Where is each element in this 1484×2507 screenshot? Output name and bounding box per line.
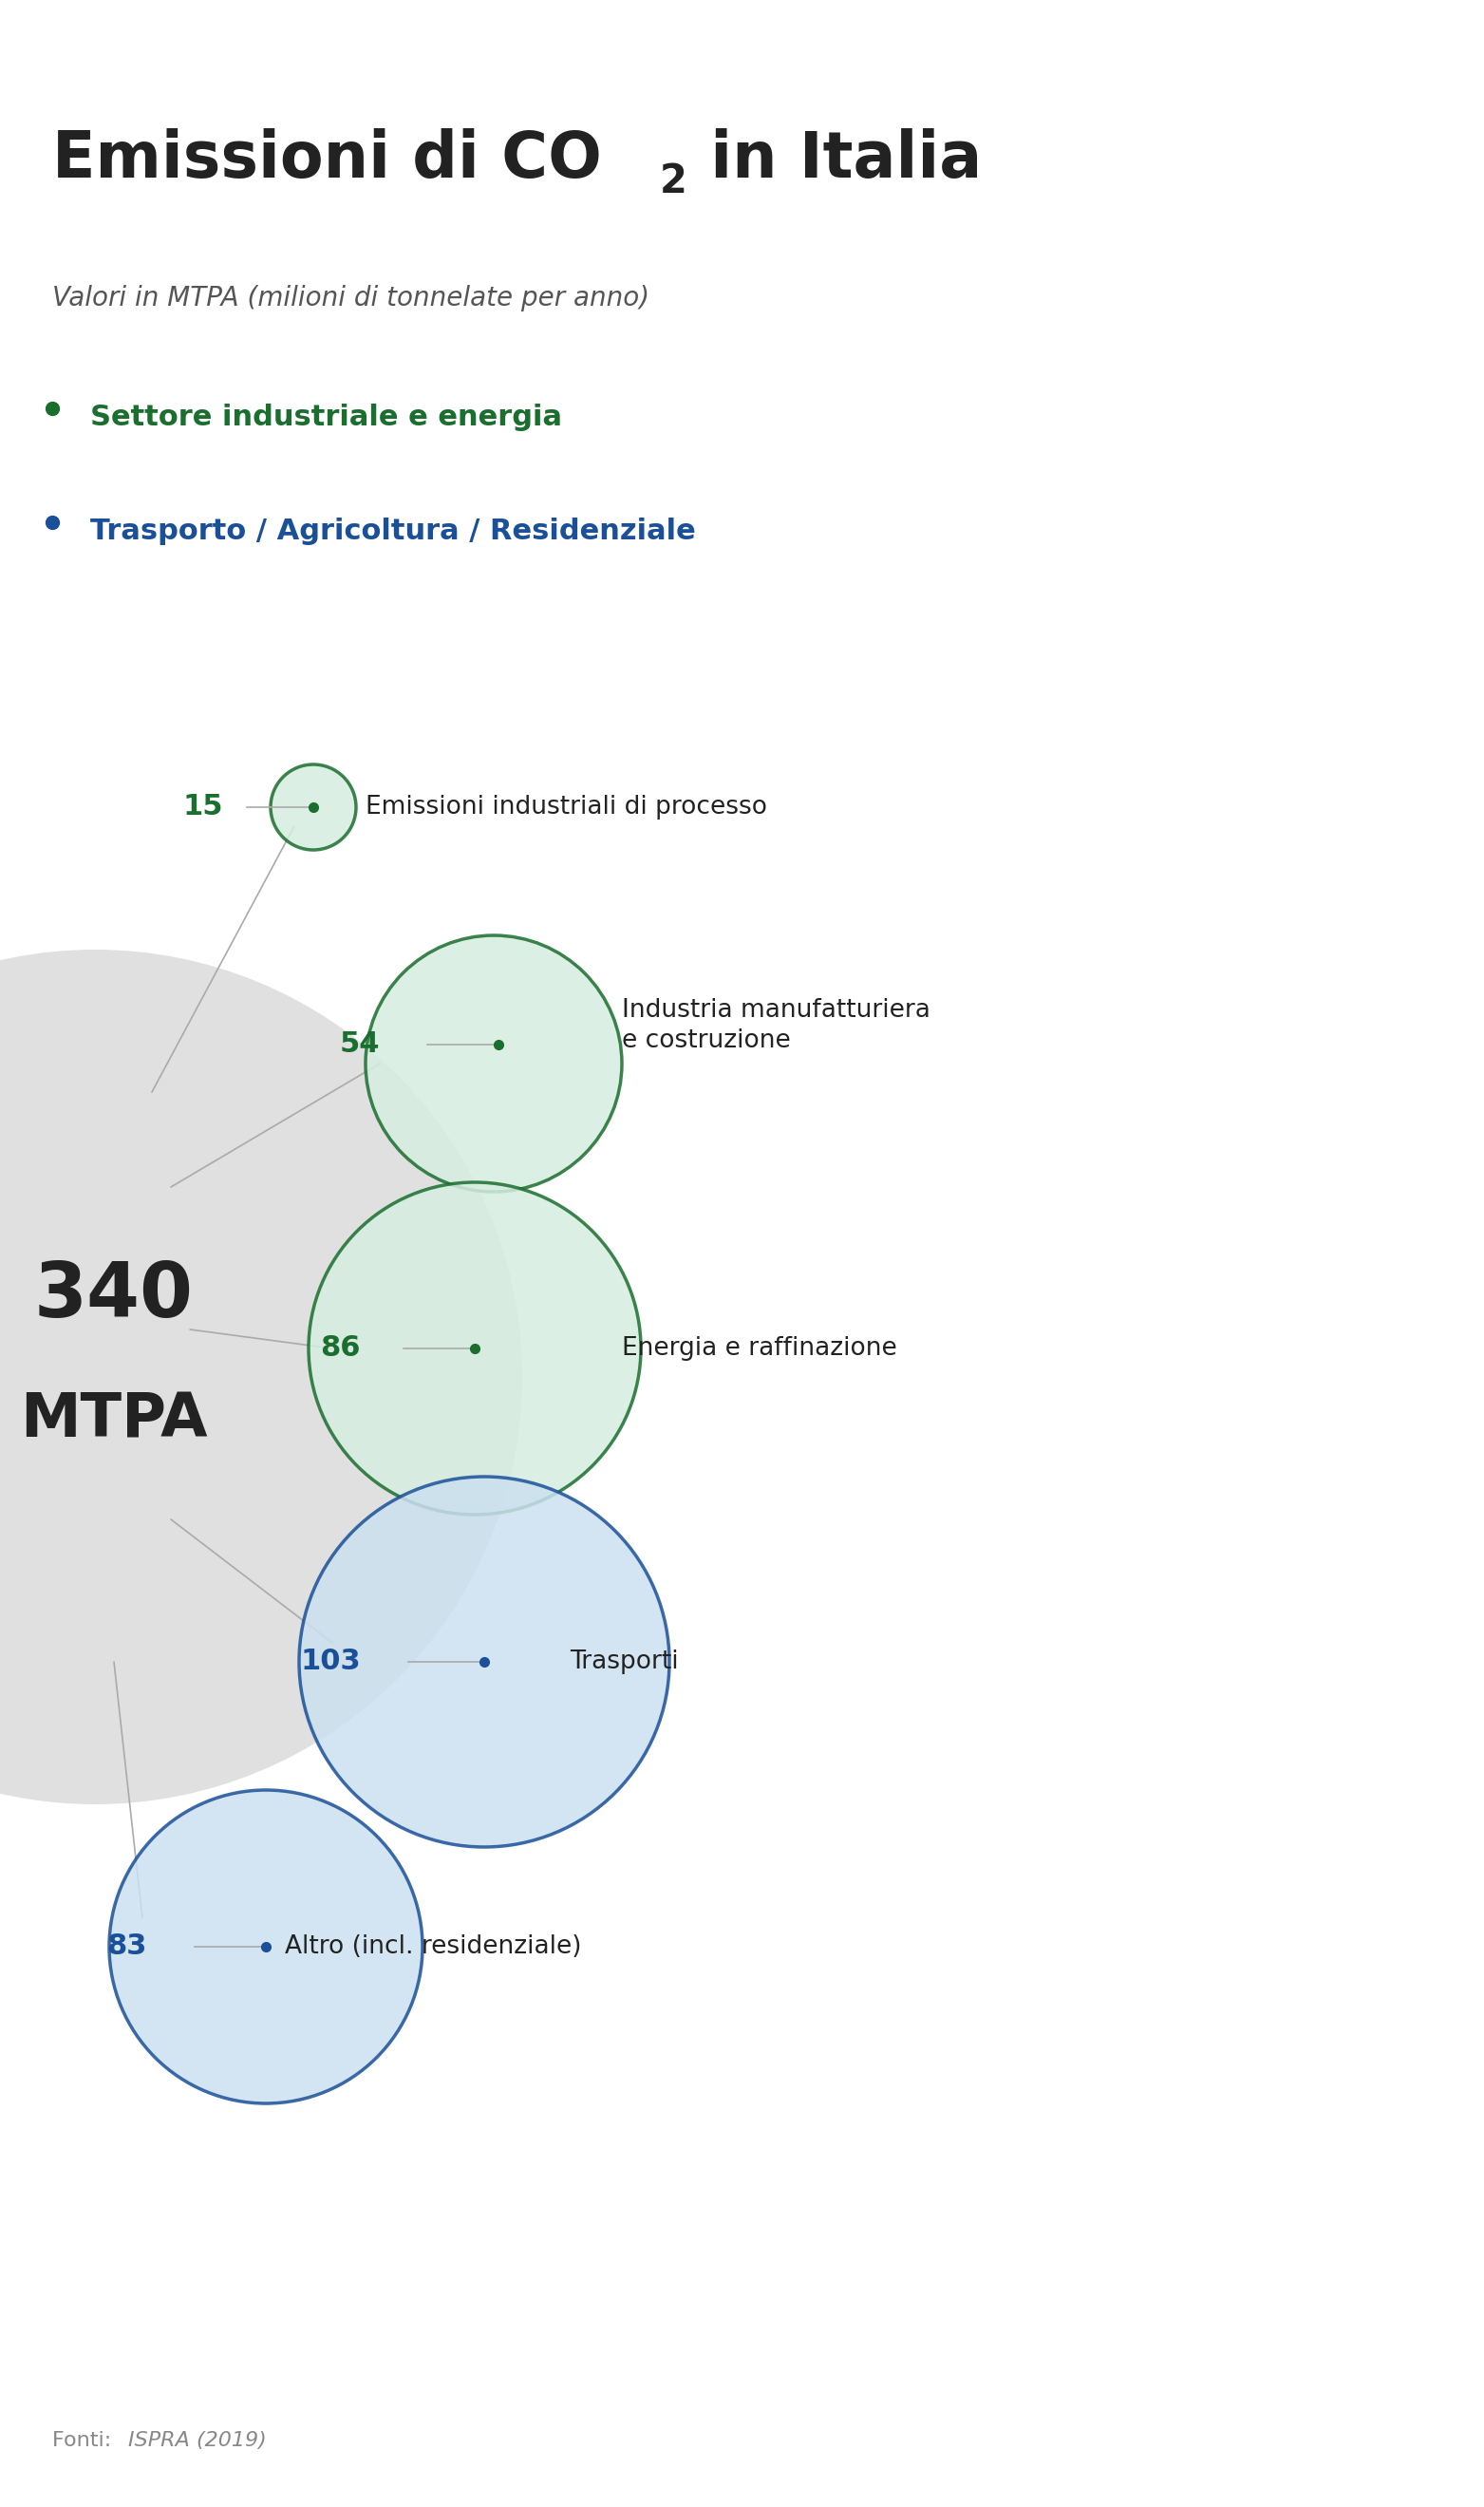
Text: 15: 15 [183,792,223,820]
Text: Energia e raffinazione: Energia e raffinazione [622,1336,896,1361]
Text: Valori in MTPA (milioni di tonnelate per anno): Valori in MTPA (milioni di tonnelate per… [52,286,650,311]
Text: 340: 340 [34,1259,194,1334]
Text: Emissioni di CO: Emissioni di CO [52,128,603,191]
Text: 54: 54 [340,1030,380,1058]
Text: Fonti:: Fonti: [52,2432,119,2449]
Circle shape [309,1183,641,1514]
Circle shape [365,935,622,1191]
Circle shape [110,1790,423,2103]
Text: in Italia: in Italia [689,128,982,191]
Text: Emissioni industriali di processo: Emissioni industriali di processo [365,795,767,820]
Text: 103: 103 [300,1647,361,1675]
Text: ISPRA (2019): ISPRA (2019) [128,2432,267,2449]
Text: Settore industriale e energia: Settore industriale e energia [91,404,562,431]
Text: Trasporti: Trasporti [570,1650,678,1675]
Circle shape [300,1477,669,1848]
Text: Altro (incl. residenziale): Altro (incl. residenziale) [285,1935,582,1958]
Text: 2: 2 [660,160,687,201]
Circle shape [270,765,356,850]
Text: MTPA: MTPA [21,1391,208,1449]
Text: 83: 83 [107,1933,147,1960]
Text: 86: 86 [321,1334,361,1361]
Text: Trasporto / Agricoltura / Residenziale: Trasporto / Agricoltura / Residenziale [91,516,696,544]
Circle shape [0,950,522,1805]
Text: Industria manufatturiera
e costruzione: Industria manufatturiera e costruzione [622,998,930,1053]
